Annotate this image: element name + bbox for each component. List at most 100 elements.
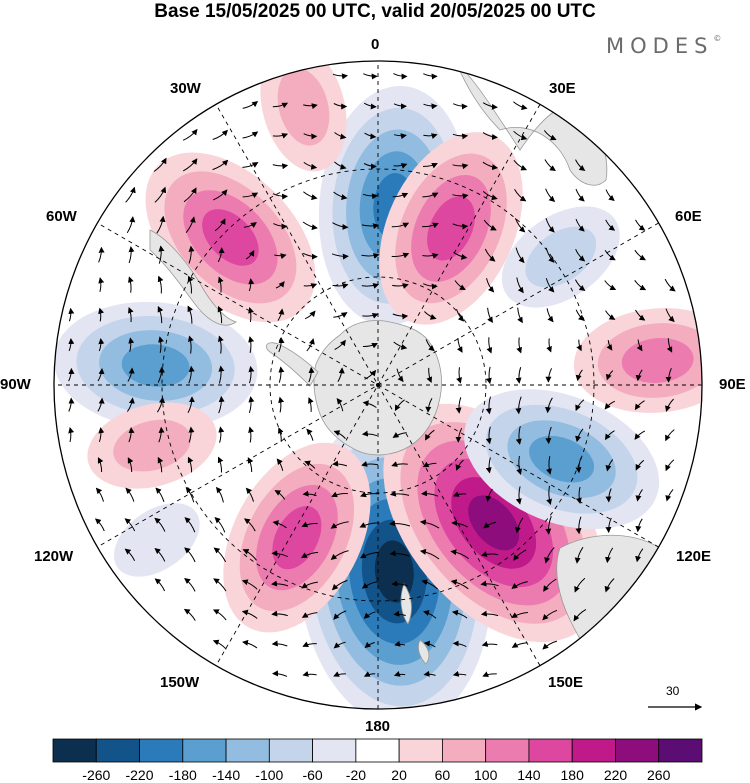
- wind-arrow: [456, 367, 462, 384]
- wind-arrow: [361, 461, 379, 467]
- wind-arrow: [68, 367, 75, 382]
- wind-arrow: [665, 429, 675, 442]
- wind-arrow: [215, 486, 224, 503]
- wind-arrow: [271, 610, 288, 617]
- africa-land: [455, 61, 608, 186]
- wind-arrow: [272, 163, 289, 170]
- wind-arrow: [515, 396, 522, 415]
- wind-arrow: [361, 581, 378, 589]
- wind-arrow: [423, 610, 437, 619]
- wind-arrow: [184, 547, 196, 563]
- wind-arrow: [391, 252, 410, 259]
- wind-arrow: [272, 102, 289, 109]
- colorbar-swatch: [485, 738, 530, 763]
- wind-arrow: [303, 191, 318, 201]
- colorbar-swatch: [139, 738, 184, 763]
- wind-arrow: [98, 246, 105, 263]
- wind-arrow: [302, 670, 317, 677]
- wind-arrow: [484, 248, 496, 262]
- wind-arrow: [452, 133, 469, 140]
- wind-arrow: [425, 339, 435, 352]
- wind-arrow: [453, 251, 468, 260]
- colorbar-swatch: [52, 738, 97, 763]
- wind-arrow: [98, 307, 104, 322]
- wind-arrow: [188, 335, 194, 354]
- colorbar-tick-label: -260: [82, 767, 110, 783]
- wind-arrow: [360, 491, 380, 498]
- wind-arrow: [545, 217, 555, 233]
- wind-arrow: [423, 640, 436, 648]
- anomaly-contour: [272, 505, 322, 570]
- wind-arrow: [605, 370, 614, 381]
- wind-arrow: [391, 461, 408, 467]
- wind-arrow: [391, 580, 408, 587]
- wind-arrow: [574, 279, 586, 291]
- wind-arrow: [303, 133, 318, 140]
- wind-arrow: [485, 426, 492, 445]
- wind-arrow: [516, 277, 524, 294]
- wind-arrow: [604, 547, 614, 564]
- wind-arrow: [98, 427, 105, 443]
- wind-arrow: [278, 427, 284, 442]
- colorbar-swatch: [441, 738, 487, 763]
- wind-arrow: [455, 427, 463, 443]
- lon-label-60w: 60W: [46, 208, 77, 225]
- wind-arrow: [156, 215, 166, 234]
- wind-arrow: [511, 642, 528, 648]
- wind-arrow: [480, 551, 499, 557]
- wind-arrow: [480, 580, 499, 587]
- wind-arrow: [456, 308, 465, 322]
- wind-arrow: [331, 491, 348, 498]
- wind-arrow: [665, 489, 674, 502]
- wind-arrow: [392, 313, 409, 320]
- wind-arrow: [128, 276, 134, 293]
- wind-arrow: [333, 191, 348, 200]
- wind-arrow: [424, 311, 437, 320]
- wind-arrow: [480, 610, 499, 617]
- wind-arrow: [543, 130, 557, 141]
- wind-arrow: [451, 609, 468, 619]
- wind-arrow: [274, 253, 287, 260]
- wind-arrow: [361, 283, 380, 289]
- wind-arrow: [301, 581, 318, 589]
- colorbar-tick-label: -60: [302, 767, 322, 783]
- wind-arrow: [422, 461, 437, 468]
- wind-arrow: [422, 192, 439, 199]
- wind-arrow: [362, 312, 379, 319]
- wind-arrow: [361, 253, 380, 259]
- wind-arrow: [604, 430, 615, 441]
- wind-arrow: [336, 398, 344, 412]
- wind-arrow: [248, 336, 255, 354]
- wind-arrow: [184, 517, 196, 533]
- wind-arrow: [546, 338, 552, 353]
- wind-arrow: [125, 186, 136, 203]
- wind-arrow: [452, 670, 467, 677]
- wind-arrow: [394, 399, 405, 412]
- wind-arrow: [575, 309, 585, 321]
- wind-arrow: [271, 550, 288, 558]
- wind-arrow: [97, 397, 105, 412]
- wind-arrow: [452, 103, 468, 110]
- wind-arrow: [545, 426, 552, 445]
- wind-arrow: [574, 546, 584, 564]
- wind-arrow: [218, 335, 224, 354]
- wind-arrow: [511, 612, 528, 619]
- wind-arrow: [303, 103, 318, 110]
- wind-arrow: [308, 366, 315, 383]
- lon-label-0: 0: [371, 36, 380, 53]
- colorbar-tick-label: -140: [212, 767, 240, 783]
- wind-arrow: [332, 460, 348, 467]
- wind-arrow: [635, 459, 645, 471]
- wind-arrow: [516, 455, 522, 475]
- wind-arrow: [423, 670, 436, 677]
- wind-arrow: [214, 517, 226, 533]
- wind-arrow: [242, 131, 259, 139]
- wind-arrow: [275, 281, 285, 289]
- wind-arrow: [272, 670, 288, 677]
- wind-arrow: [575, 218, 585, 232]
- wind-arrow: [242, 192, 259, 199]
- wind-arrow: [452, 163, 469, 170]
- colorbar-tick-label: 220: [604, 767, 628, 783]
- wind-arrow: [635, 489, 643, 502]
- wind-arrow: [125, 487, 135, 502]
